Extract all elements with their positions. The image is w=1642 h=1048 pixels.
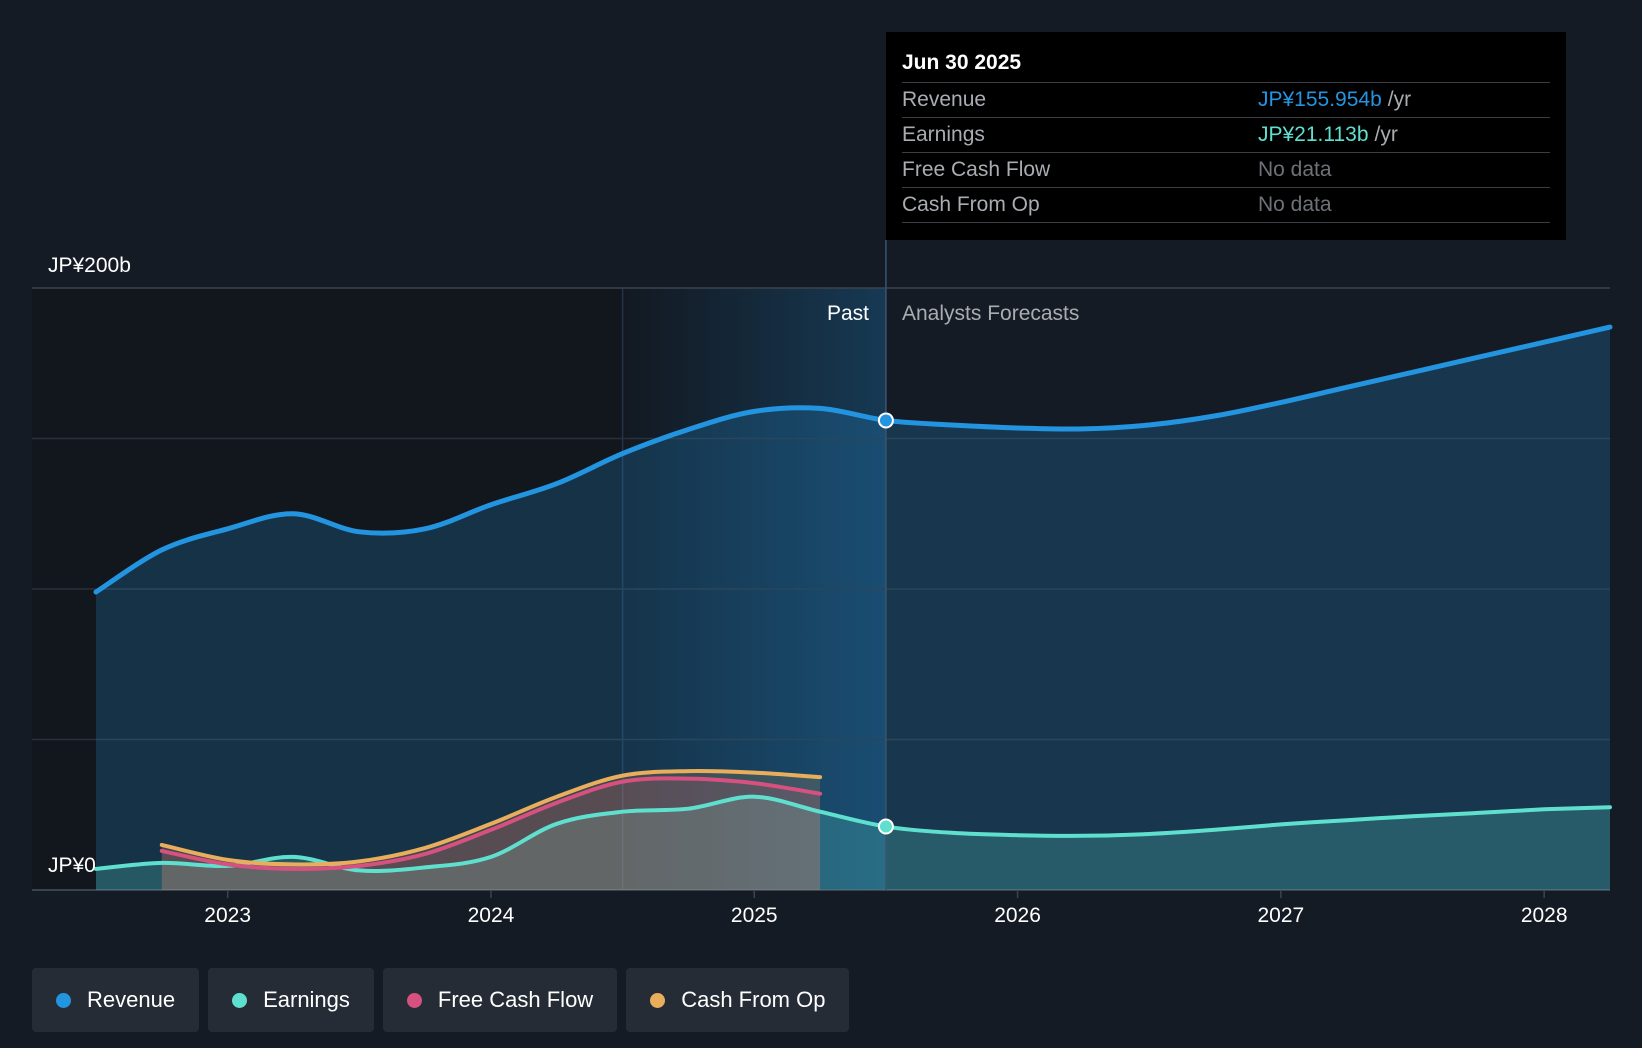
tooltip-row-free-cash-flow: Free Cash Flow No data xyxy=(902,152,1550,187)
free-cash-flow-area xyxy=(161,778,821,890)
legend-dot-icon xyxy=(232,992,248,1008)
hover-markers xyxy=(877,412,894,835)
tooltip-label: Earnings xyxy=(902,123,985,146)
tooltip-unit: /yr xyxy=(1387,88,1412,111)
x-tick-label: 2024 xyxy=(468,904,515,927)
revenue-area xyxy=(96,327,1610,891)
x-tick-label: 2026 xyxy=(994,904,1041,927)
tooltip-value: No data xyxy=(1258,158,1332,181)
earnings-area xyxy=(96,796,1610,890)
x-axis-ticks: 2023 2024 2025 2026 2027 2028 xyxy=(204,890,1568,927)
past-label: Past xyxy=(827,302,869,325)
y-axis-top-label: JP¥200b xyxy=(48,254,131,277)
free-cash-flow-line xyxy=(159,776,823,871)
cash-from-op-line xyxy=(159,768,823,867)
gridlines xyxy=(32,287,1610,891)
tooltip-label: Cash From Op xyxy=(902,193,1040,216)
tooltip: Jun 30 2025 Revenue JP¥155.954b /yr Earn… xyxy=(886,32,1566,240)
legend-dot-icon xyxy=(650,992,666,1008)
tooltip-value: No data xyxy=(1258,193,1332,216)
tooltip-row-revenue: Revenue JP¥155.954b /yr xyxy=(902,82,1550,117)
revenue-marker xyxy=(877,412,894,429)
series-lines xyxy=(93,324,1613,874)
tooltip-row-cash-from-op: Cash From Op No data xyxy=(902,187,1550,223)
legend-dot-icon xyxy=(56,992,71,1008)
tooltip-label: Free Cash Flow xyxy=(902,158,1051,181)
tooltip-row-earnings: Earnings JP¥21.113b /yr xyxy=(902,117,1550,152)
legend-label: Earnings xyxy=(263,987,350,1012)
tooltip-value: JP¥155.954b xyxy=(1258,88,1382,111)
legend-dot-icon xyxy=(406,992,422,1008)
y-axis-bottom-label: JP¥0 xyxy=(48,854,96,877)
tooltip-label: Revenue xyxy=(902,88,987,111)
legend-item-cash-from-op[interactable]: Cash From Op xyxy=(626,968,850,1032)
x-tick-label: 2023 xyxy=(204,904,251,927)
tooltip-date: Jun 30 2025 xyxy=(902,51,1022,74)
x-tick-label: 2027 xyxy=(1258,904,1305,927)
legend-label: Revenue xyxy=(87,987,176,1012)
revenue-line xyxy=(93,324,1613,595)
tooltip-unit: /yr xyxy=(1374,123,1398,146)
tooltip-value: JP¥21.113b xyxy=(1258,123,1369,146)
legend-item-revenue[interactable]: Revenue xyxy=(32,968,200,1032)
legend-item-free-cash-flow[interactable]: Free Cash Flow xyxy=(382,968,618,1032)
x-tick-label: 2028 xyxy=(1521,904,1568,927)
legend: Revenue Earnings Free Cash Flow Cash Fro… xyxy=(32,968,850,1032)
legend-item-earnings[interactable]: Earnings xyxy=(208,968,374,1032)
x-tick-label: 2025 xyxy=(731,904,778,927)
earnings-marker xyxy=(877,818,894,835)
legend-label: Free Cash Flow xyxy=(437,987,594,1012)
legend-label: Cash From Op xyxy=(681,987,826,1012)
forecast-label: Analysts Forecasts xyxy=(902,302,1079,325)
earnings-line xyxy=(94,794,1612,874)
